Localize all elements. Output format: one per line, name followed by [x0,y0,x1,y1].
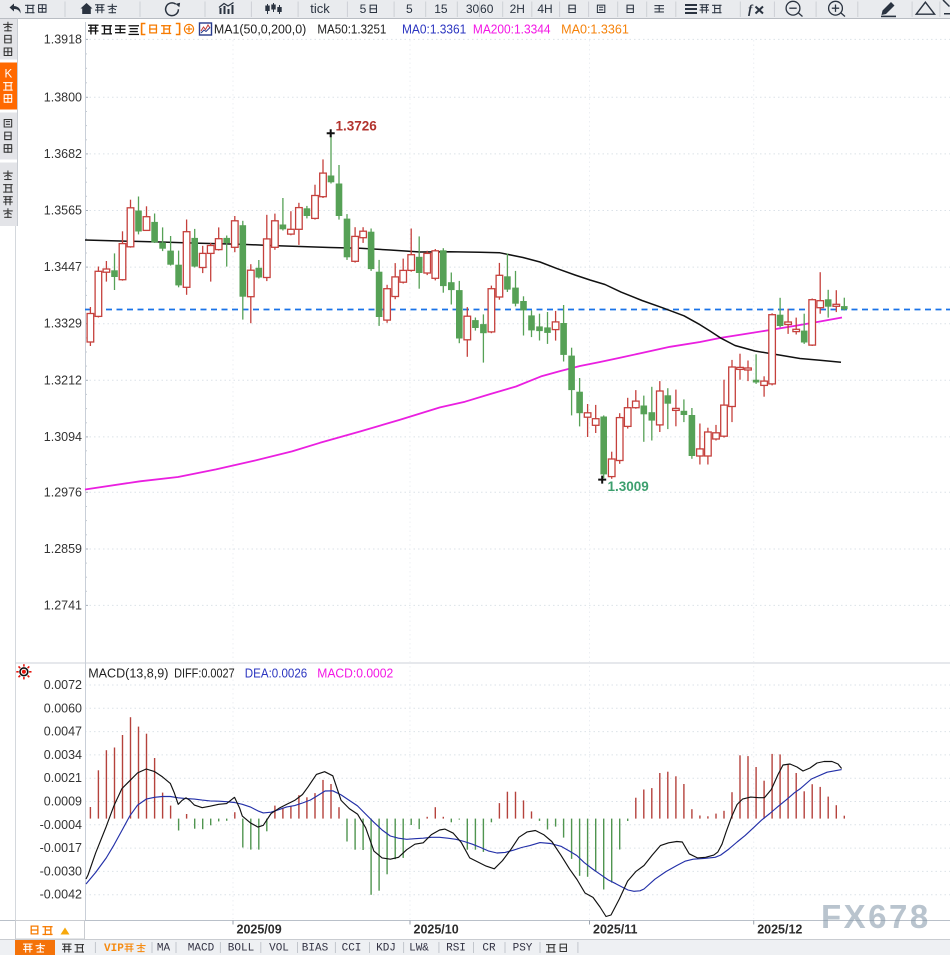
svg-text:BOLL: BOLL [228,943,254,955]
svg-text:4H: 4H [537,2,552,16]
svg-text:1.3329: 1.3329 [44,317,82,331]
svg-text:1.3094: 1.3094 [44,430,82,444]
svg-text:-0.0004: -0.0004 [40,818,82,832]
svg-text:2H: 2H [510,2,525,16]
svg-text:f: f [748,2,754,17]
svg-text:1.2741: 1.2741 [44,598,82,612]
svg-text:1.3800: 1.3800 [44,90,82,104]
svg-text:DIFF:0.0027: DIFF:0.0027 [174,666,235,681]
svg-text:1.3918: 1.3918 [44,32,82,46]
svg-text:1.3447: 1.3447 [44,260,82,274]
svg-text:DEA:0.0026: DEA:0.0026 [245,666,307,681]
svg-text:1.2859: 1.2859 [44,542,82,556]
svg-text:60: 60 [480,2,494,16]
svg-text:2025/12: 2025/12 [757,923,802,937]
svg-text:1.3009: 1.3009 [608,479,649,494]
svg-text:1.3726: 1.3726 [336,119,378,134]
svg-text:MA1(50,0,200,0): MA1(50,0,200,0) [214,22,306,37]
svg-text:0.0021: 0.0021 [44,771,82,785]
svg-text:2025/11: 2025/11 [593,923,638,937]
svg-text:15: 15 [434,2,448,16]
svg-text:0.0072: 0.0072 [44,678,82,692]
svg-text:MA50:1.3251: MA50:1.3251 [317,22,386,37]
svg-text:MA200:1.3344: MA200:1.3344 [473,22,551,37]
svg-text:0.0034: 0.0034 [44,748,82,762]
svg-text:0.0009: 0.0009 [44,795,82,809]
svg-text:K: K [5,67,13,80]
svg-text:MA: MA [157,943,171,955]
svg-text:2025/09: 2025/09 [237,923,282,937]
svg-text:tick: tick [310,1,330,16]
svg-text:RSI: RSI [446,943,466,955]
svg-text:1.2976: 1.2976 [44,485,82,499]
svg-text:KDJ: KDJ [376,943,396,955]
svg-text:BIAS: BIAS [302,943,329,955]
svg-text:2025/10: 2025/10 [414,923,459,937]
svg-text:CCI: CCI [342,943,362,955]
svg-text:MACD: MACD [188,943,215,955]
svg-text:1.3212: 1.3212 [44,373,82,387]
svg-text:-0.0017: -0.0017 [40,841,82,855]
svg-text:MA0:1.3361: MA0:1.3361 [402,22,466,37]
svg-text:VIP: VIP [104,943,124,955]
svg-text:MACD(13,8,9): MACD(13,8,9) [88,666,168,681]
svg-text:-0.0030: -0.0030 [40,864,82,878]
svg-text:0.0060: 0.0060 [44,701,82,715]
svg-text:MACD:0.0002: MACD:0.0002 [317,666,393,681]
svg-text:VOL: VOL [269,943,289,955]
svg-text:1.3565: 1.3565 [44,204,82,218]
svg-text:5: 5 [360,2,367,16]
svg-text:5: 5 [406,2,413,16]
svg-text:30: 30 [466,2,480,16]
svg-text:PSY: PSY [513,943,533,955]
svg-text:-0.0042: -0.0042 [40,888,82,902]
svg-text:FX678: FX678 [821,898,931,935]
svg-text:1.3682: 1.3682 [44,147,82,161]
svg-text:0.0047: 0.0047 [44,725,82,739]
svg-text:MA0:1.3361: MA0:1.3361 [561,22,629,37]
svg-text:CR: CR [482,943,496,955]
svg-text:LW&: LW& [409,943,429,955]
